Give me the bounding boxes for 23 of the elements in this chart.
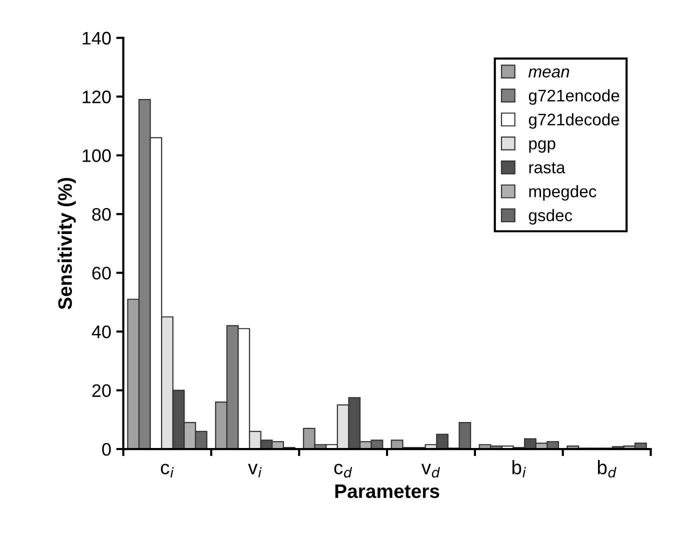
y-tick-label: 20 — [92, 384, 111, 398]
legend-label: pgp — [529, 140, 556, 153]
legend-label: gsdec — [528, 209, 572, 225]
x-axis-title: Parameters — [335, 484, 440, 498]
y-tick-label: 0 — [102, 442, 111, 456]
y-axis-title: Sensitivity (%) — [58, 178, 76, 310]
y-tick-label: 80 — [92, 208, 111, 221]
y-tick-label: 60 — [92, 266, 111, 280]
x-tick-label: v$_{i}$ — [248, 464, 262, 478]
legend-label: mpegdec — [529, 185, 596, 201]
legend-label: mean — [528, 68, 570, 78]
y-tick-label: 40 — [92, 325, 111, 338]
y-tick-label: 120 — [82, 90, 111, 104]
x-tick-label: v$_{d}$ — [421, 464, 440, 478]
legend-label: rasta — [529, 162, 566, 174]
legend-label: g721decode — [528, 113, 620, 129]
x-tick-label: b$_{d}$ — [598, 460, 616, 478]
x-tick-label: c$_{i}$ — [160, 464, 174, 478]
y-tick-label: 140 — [82, 32, 111, 45]
x-tick-label: b$_{i}$ — [512, 460, 526, 478]
x-tick-label: c$_{d}$ — [334, 464, 352, 478]
y-tick-label: 100 — [82, 149, 111, 162]
legend-label: g721encode — [528, 89, 620, 105]
